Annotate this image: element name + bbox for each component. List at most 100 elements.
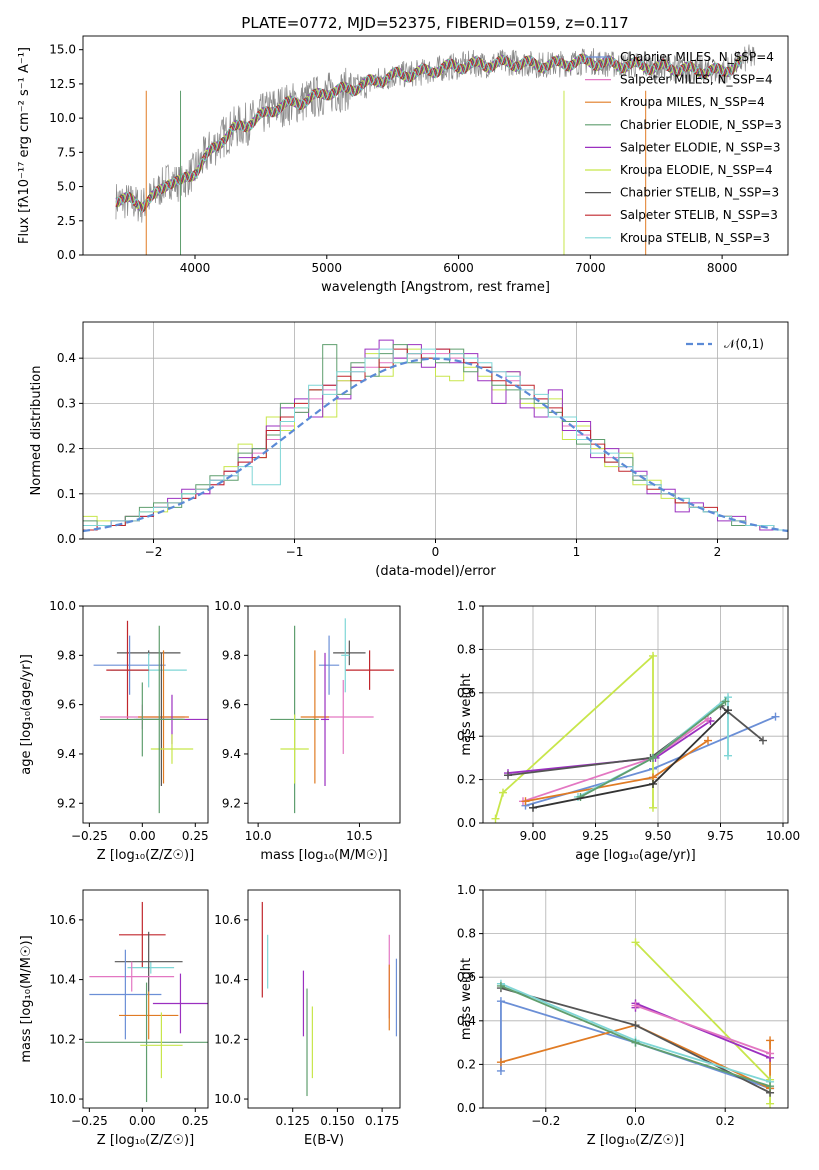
y-tick-label: 9.2	[57, 796, 76, 810]
marker-plus	[521, 797, 530, 806]
marker-plus	[771, 712, 780, 721]
plot-area-5	[85, 901, 208, 1103]
marker-plus	[496, 1066, 505, 1075]
y-tick-label: 9.2	[222, 796, 241, 810]
plot-area-1	[83, 339, 788, 533]
marker-plus	[496, 981, 505, 990]
y-tick-label: 1.0	[457, 883, 476, 897]
plot-area-7	[496, 938, 775, 1108]
x-tick-label: 5000	[312, 261, 343, 275]
marker-plus	[496, 997, 505, 1006]
x-tick-label: 0.25	[182, 1114, 209, 1128]
x-tick-label: 6000	[443, 261, 474, 275]
x-tick-label: 0.125	[276, 1114, 310, 1128]
x-tick-label: 7000	[575, 261, 606, 275]
axes-frame	[482, 605, 789, 824]
x-tick-label: 0.25	[182, 829, 209, 843]
legend-label: Salpeter ELODIE, N_SSP=3	[620, 140, 781, 154]
axes-frame-3: 10.0 10.5 9.2 9.4 9.6 9.8 10.0 mass [log₁₀(M/M☉…	[214, 599, 401, 863]
mass-weight-line	[507, 720, 712, 774]
x-axis-label: Z [log₁₀(Z/Z☉)]	[587, 1133, 684, 1148]
y-axis-label: mass [log₁₀(M/M☉)]	[19, 935, 34, 1062]
x-axis-label: wavelength [Angstrom, rest frame]	[321, 280, 550, 295]
x-axis-label: Z [log₁₀(Z/Z☉)]	[97, 848, 194, 863]
axes-frame-6: 0.125 0.150 0.175 10.6 10.4 10.2 10.0 E(B-V)	[214, 889, 401, 1148]
y-tick-label: 0.8	[457, 642, 476, 656]
y-tick-label: 0.2	[457, 773, 476, 787]
marker-plus	[724, 693, 732, 702]
legend-label: Kroupa ELODIE, N_SSP=4	[620, 163, 773, 177]
y-tick-label: 0.0	[457, 816, 476, 830]
marker-plus	[631, 938, 640, 947]
legend-label: Chabrier MILES, N_SSP=4	[620, 50, 774, 64]
mass-weight-line	[500, 999, 771, 1090]
legend-label: 𝒩(0,1)	[724, 337, 764, 351]
x-tick-label: −0.25	[71, 1114, 108, 1128]
y-tick-label: 10.2	[49, 1032, 76, 1046]
x-tick-label: −2	[145, 545, 163, 559]
x-tick-label: 4000	[180, 261, 211, 275]
marker-plus	[499, 788, 507, 797]
plot-area-6	[261, 901, 398, 1097]
x-tick-label: 0	[432, 545, 440, 559]
legend-label: Chabrier STELIB, N_SSP=3	[620, 186, 779, 200]
marker-plus	[766, 1049, 775, 1058]
axes-frame-5: −0.25 0.00 0.25 10.0 10.2 10.4 10.6 Z [log₁₀(Z/…	[49, 889, 209, 1148]
axes-frame	[247, 889, 401, 1109]
plot-area-2	[93, 620, 208, 814]
normal-reference-curve	[83, 357, 788, 533]
y-tick-label: 9.4	[222, 747, 241, 761]
chart-title: PLATE=0772, MJD=52375, FIBERID=0159, z=0…	[241, 14, 628, 32]
y-axis-label: mass weight	[459, 958, 474, 1040]
x-tick-label: 2	[714, 545, 722, 559]
x-tick-label: 10.5	[346, 829, 373, 843]
marker-plus	[631, 1001, 640, 1010]
y-tick-label: 0.2	[57, 442, 76, 456]
axes-frame	[247, 605, 401, 824]
y-tick-label: 9.6	[222, 698, 241, 712]
x-tick-label: 8000	[707, 261, 738, 275]
marker-plus	[631, 1021, 640, 1030]
plot-area-3	[270, 618, 394, 814]
marker-plus	[766, 1036, 775, 1045]
x-tick-label: 9.25	[582, 829, 609, 843]
y-tick-label: 10.0	[49, 1092, 76, 1106]
plot-area-4	[491, 651, 780, 823]
axes-frame	[82, 889, 209, 1109]
axes-frame-0: 4000 5000 6000 7000 8000 0.0 2.5 5.0 7.5 10.0 12.5…	[49, 35, 789, 295]
marker-plus	[529, 803, 537, 812]
y-tick-label: 10.4	[49, 973, 76, 987]
y-tick-label: 9.4	[57, 747, 76, 761]
y-tick-label: 0.8	[457, 927, 476, 941]
legend-label: Kroupa MILES, N_SSP=4	[620, 95, 765, 109]
marker-plus	[704, 736, 712, 745]
y-tick-label: 0.6	[457, 686, 476, 700]
y-axis-label: Flux [fλ10⁻¹⁷ erg cm⁻² s⁻¹ A⁻¹]	[17, 47, 32, 244]
marker-plus	[649, 651, 657, 660]
x-tick-label: 0.00	[129, 829, 156, 843]
x-tick-label: 9.00	[520, 829, 547, 843]
y-tick-label: 2.5	[57, 214, 76, 228]
y-tick-label: 9.8	[57, 648, 76, 662]
y-tick-label: 0.1	[57, 487, 76, 501]
x-tick-label: 0.2	[716, 1114, 735, 1128]
axes-frame-4: 9.00 9.25 9.50 9.75 10.00 0.0 0.2 0.4 0.6 0.8 1.0 a…	[457, 599, 800, 863]
y-tick-label: 0.6	[457, 970, 476, 984]
axes-panel-4	[483, 605, 788, 824]
marker-plus	[504, 771, 512, 780]
x-tick-label: 9.75	[707, 829, 734, 843]
marker-plus	[724, 706, 732, 715]
marker-plus	[649, 779, 657, 788]
legend-label: Kroupa STELIB, N_SSP=3	[620, 231, 770, 245]
marker-plus	[724, 751, 732, 760]
y-tick-label: 10.0	[49, 111, 76, 125]
y-tick-label: 9.6	[57, 698, 76, 712]
y-tick-label: 10.6	[49, 913, 76, 927]
x-axis-label: age [log₁₀(age/yr)]	[575, 848, 696, 863]
y-tick-label: 10.0	[214, 1092, 241, 1106]
y-tick-label: 0.0	[457, 1101, 476, 1115]
marker-plus	[766, 1099, 775, 1108]
x-tick-label: 10.00	[766, 829, 800, 843]
y-tick-label: 10.0	[49, 599, 76, 613]
